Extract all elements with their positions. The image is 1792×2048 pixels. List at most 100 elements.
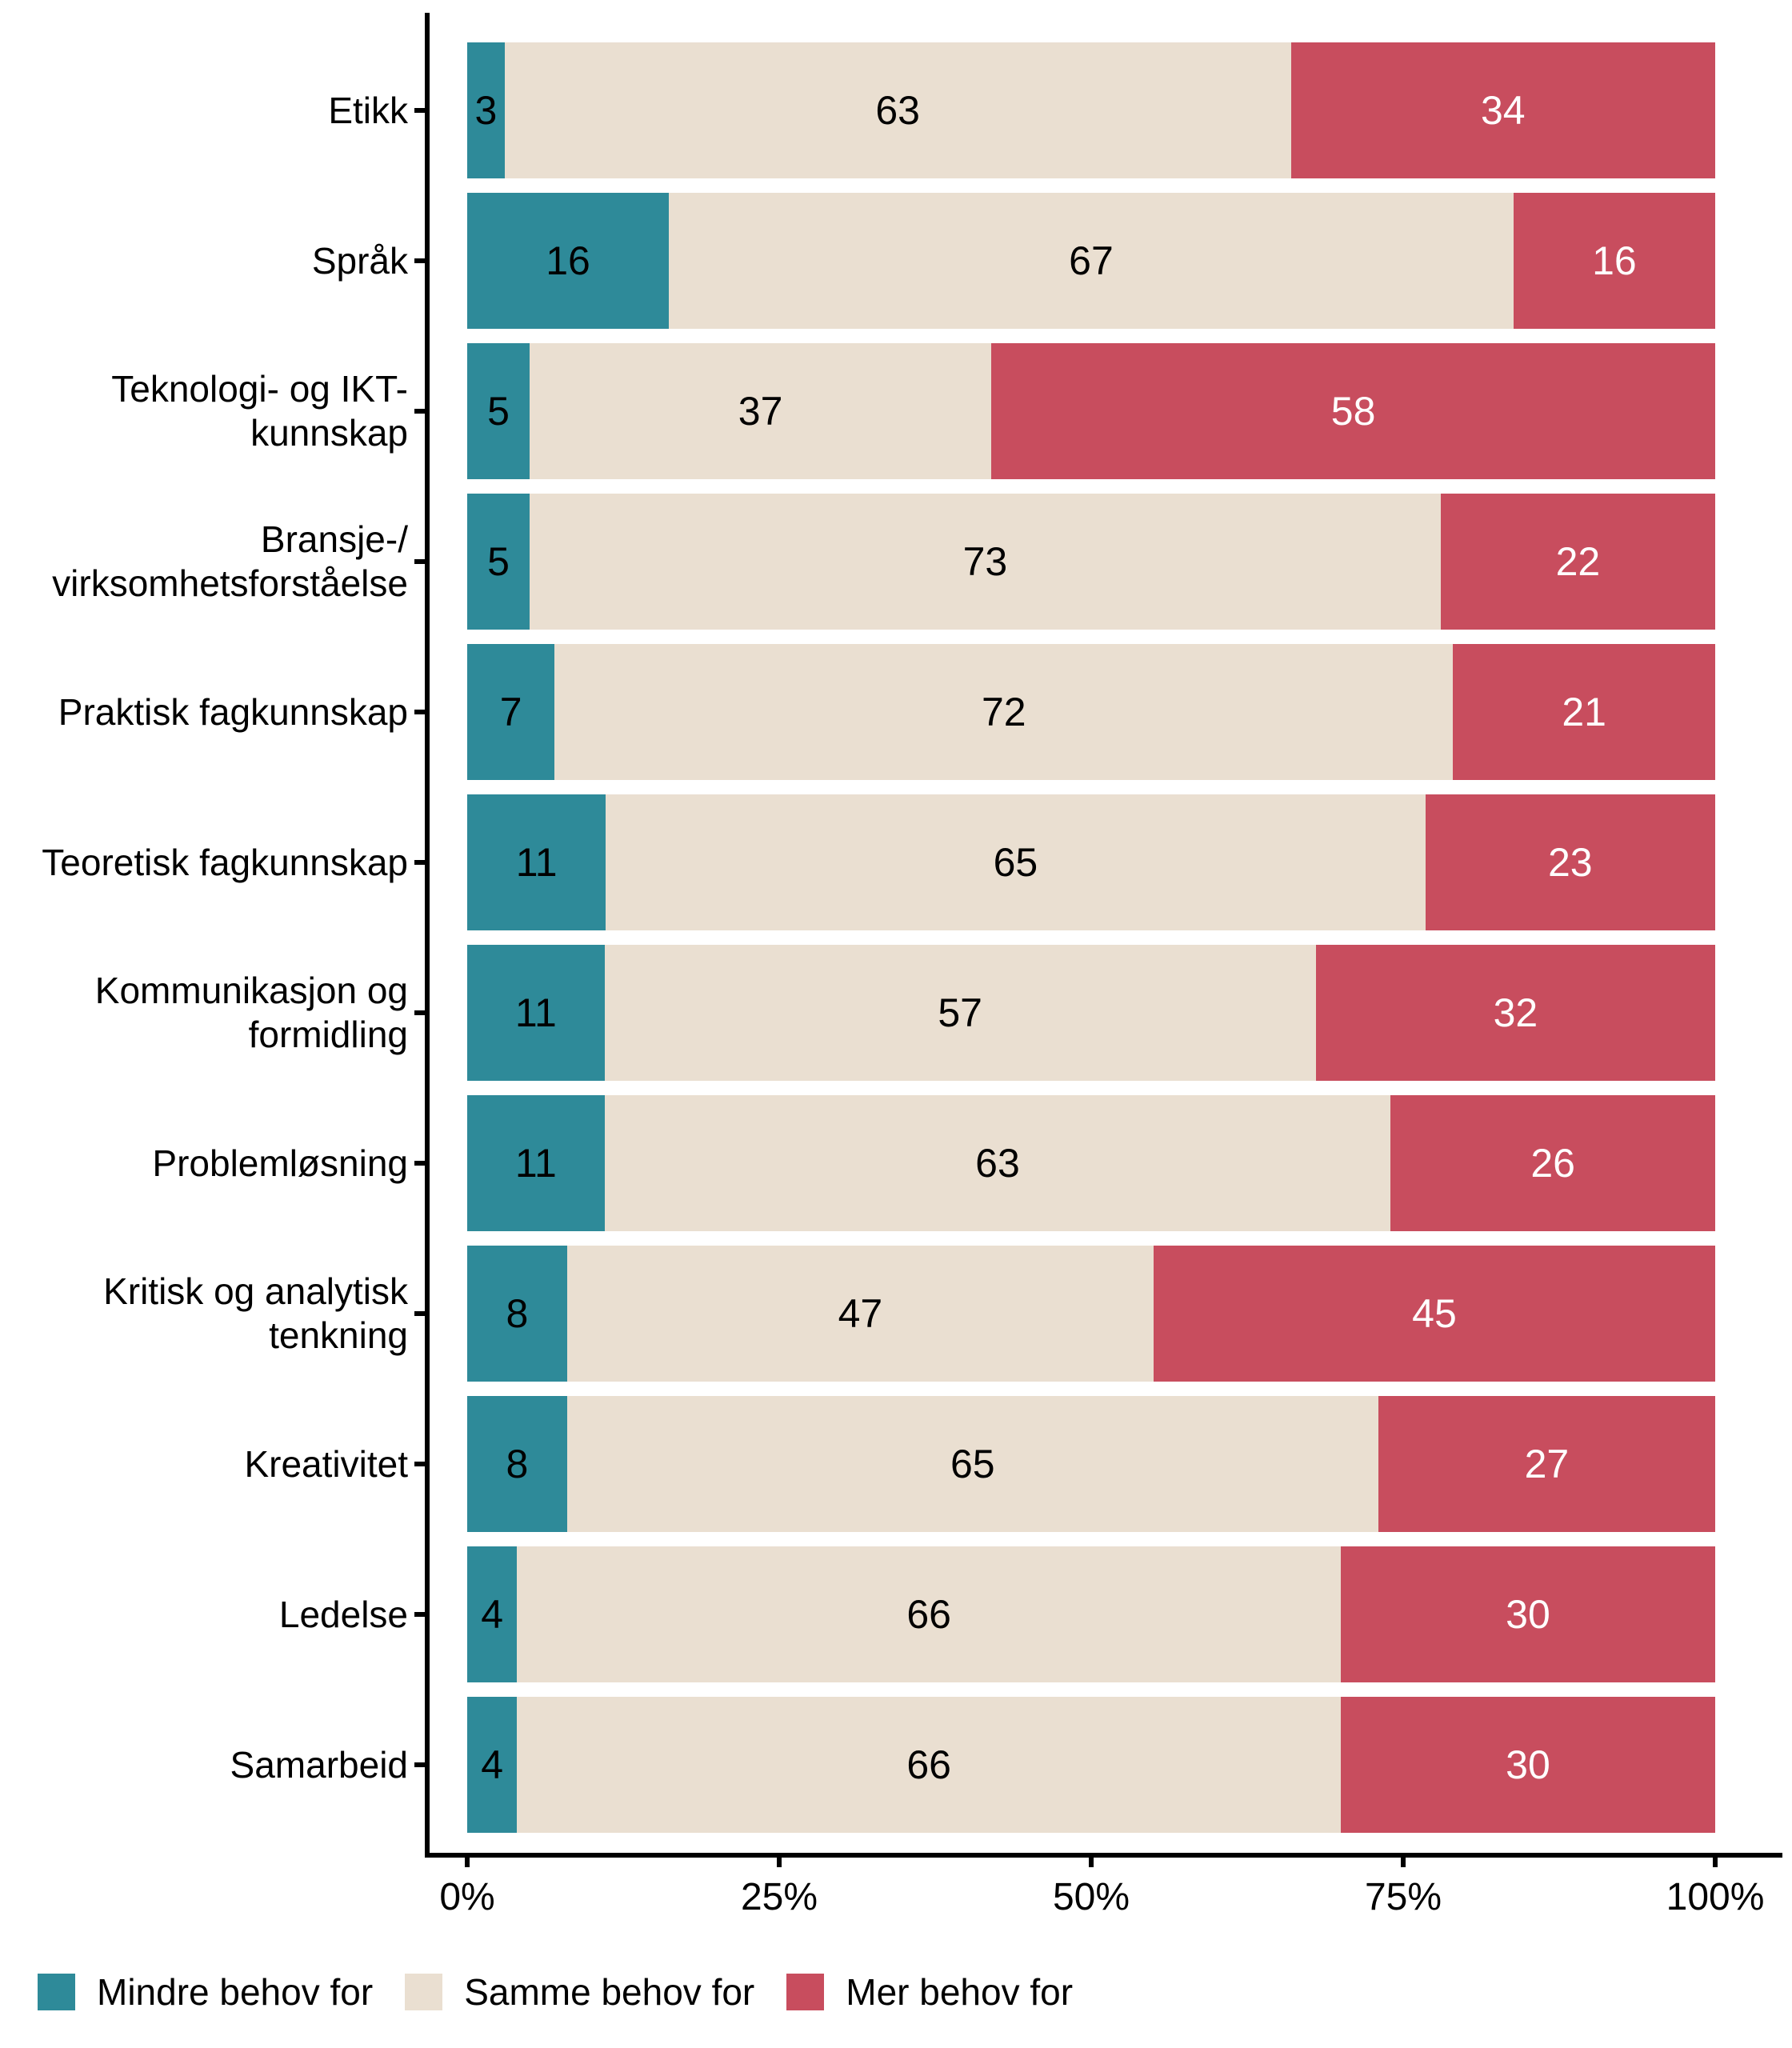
legend-swatch-samme-behov-for: [405, 1974, 443, 2010]
stacked-bar: 11 57 32: [467, 945, 1715, 1081]
bar-segment-mer-behov-for: 26: [1390, 1095, 1715, 1231]
segment-value-label: 16: [1592, 238, 1637, 283]
segment-value-label: 3: [474, 88, 498, 133]
bar-row: Teknologi- og IKT- kunnskap 5 37 58: [0, 343, 1792, 479]
bar-segment-mer-behov-for: 34: [1290, 42, 1715, 178]
x-axis-tick-mark: [1401, 1858, 1406, 1867]
segment-value-label: 58: [1330, 389, 1376, 434]
category-label: Språk: [311, 239, 408, 282]
segment-value-label: 21: [1562, 690, 1606, 734]
segment-value-label: 66: [906, 1742, 951, 1787]
stacked-bar: 5 37 58: [467, 343, 1715, 479]
category-label: Samarbeid: [230, 1743, 408, 1786]
x-axis-tick-mark: [465, 1858, 470, 1867]
category-label: Kommunikasjon og formidling: [94, 970, 408, 1055]
segment-value-label: 65: [950, 1442, 995, 1486]
segment-value-label: 8: [506, 1442, 529, 1486]
segment-value-label: 63: [875, 88, 920, 133]
x-axis-tick-label: 50%: [1052, 1876, 1130, 1918]
stacked-bar: 11 63 26: [467, 1095, 1715, 1231]
bar-segment-mindre-behov-for: 4: [467, 1697, 518, 1833]
bar-segment-mindre-behov-for: 8: [467, 1246, 567, 1382]
bar-segment-mindre-behov-for: 16: [467, 193, 670, 329]
category-label: Teknologi- og IKT- kunnskap: [111, 368, 408, 454]
legend-label: Mer behov for: [846, 1971, 1074, 2013]
bar-segment-mindre-behov-for: 8: [467, 1396, 567, 1532]
x-axis-tick-label: 25%: [740, 1876, 818, 1918]
y-axis-tick: [414, 1311, 425, 1316]
legend-item-mindre-behov-for: Mindre behov for: [38, 1970, 373, 2014]
segment-value-label: 16: [546, 238, 590, 283]
x-axis-line: [425, 1853, 1782, 1858]
y-axis-tick: [414, 1161, 425, 1166]
bar-segment-samme-behov-for: 63: [504, 42, 1291, 178]
segment-value-label: 32: [1493, 990, 1538, 1035]
segment-value-label: 4: [481, 1742, 504, 1787]
bar-row: Problemløsning 11 63 26: [0, 1095, 1792, 1231]
y-axis-tick: [414, 258, 425, 263]
bar-row: Bransje-/ virksomhetsforståelse 5 73 22: [0, 494, 1792, 630]
segment-value-label: 23: [1547, 840, 1593, 885]
y-axis-tick: [414, 108, 425, 113]
bar-segment-mindre-behov-for: 11: [467, 794, 606, 930]
y-axis-tick: [414, 710, 425, 714]
y-axis-tick: [414, 1010, 425, 1015]
bar-row: Kommunikasjon og formidling 11 57 32: [0, 945, 1792, 1081]
segment-value-label: 57: [938, 990, 982, 1035]
stacked-bar: 7 72 21: [467, 644, 1715, 780]
bar-segment-samme-behov-for: 63: [604, 1095, 1391, 1231]
segment-value-label: 37: [738, 389, 783, 434]
segment-value-label: 5: [487, 389, 510, 434]
segment-value-label: 45: [1412, 1291, 1457, 1336]
bar-segment-samme-behov-for: 67: [669, 193, 1514, 329]
stacked-bar: 11 65 23: [467, 794, 1715, 930]
bar-segment-samme-behov-for: 57: [604, 945, 1316, 1081]
bar-row: Språk 16 67 16: [0, 193, 1792, 329]
bar-segment-mer-behov-for: 22: [1440, 494, 1715, 630]
bar-row: Teoretisk fagkunnskap 11 65 23: [0, 794, 1792, 930]
bar-segment-mer-behov-for: 30: [1340, 1697, 1715, 1833]
segment-value-label: 22: [1555, 539, 1601, 584]
stacked-bar: 16 67 16: [467, 193, 1715, 329]
stacked-bar: 8 47 45: [467, 1246, 1715, 1382]
segment-value-label: 34: [1480, 88, 1526, 133]
legend-swatch-mer-behov-for: [786, 1974, 825, 2010]
legend: Mindre behov for Samme behov for Mer behov…: [38, 1968, 1073, 2016]
bar-segment-mer-behov-for: 58: [991, 343, 1715, 479]
bar-segment-mer-behov-for: 32: [1315, 945, 1715, 1081]
bar-segment-samme-behov-for: 37: [530, 343, 992, 479]
y-axis-tick: [414, 860, 425, 865]
bar-segment-samme-behov-for: 65: [606, 794, 1426, 930]
bar-segment-samme-behov-for: 66: [517, 1546, 1341, 1682]
x-axis-tick-label: 100%: [1666, 1876, 1765, 1918]
bar-segment-mindre-behov-for: 5: [467, 494, 530, 630]
bar-segment-samme-behov-for: 65: [566, 1396, 1378, 1532]
stacked-bar: 4 66 30: [467, 1697, 1715, 1833]
x-axis-tick-mark: [777, 1858, 782, 1867]
segment-value-label: 8: [506, 1291, 529, 1336]
y-axis-tick: [414, 559, 425, 564]
stacked-bar: 4 66 30: [467, 1546, 1715, 1682]
segment-value-label: 30: [1506, 1592, 1550, 1637]
x-axis-tick-mark: [1713, 1858, 1718, 1867]
bar-row: Etikk 3 63 34: [0, 42, 1792, 178]
bar-segment-mer-behov-for: 21: [1453, 644, 1715, 780]
bar-segment-samme-behov-for: 73: [530, 494, 1441, 630]
segment-value-label: 47: [838, 1291, 883, 1336]
y-axis-tick: [414, 1612, 425, 1617]
category-label: Praktisk fagkunnskap: [58, 690, 408, 733]
segment-value-label: 27: [1524, 1442, 1570, 1486]
category-label: Kreativitet: [244, 1442, 408, 1485]
bar-segment-samme-behov-for: 66: [517, 1697, 1341, 1833]
category-label: Teoretisk fagkunnskap: [42, 841, 408, 883]
bar-segment-mer-behov-for: 23: [1425, 794, 1715, 930]
legend-item-mer-behov-for: Mer behov for: [786, 1970, 1073, 2014]
y-axis-tick: [414, 1462, 425, 1466]
stacked-bar: 3 63 34: [467, 42, 1715, 178]
segment-value-label: 72: [981, 690, 1026, 734]
segment-value-label: 4: [481, 1592, 504, 1637]
category-label: Etikk: [328, 89, 408, 131]
category-label: Bransje-/ virksomhetsforståelse: [52, 518, 408, 604]
bar-segment-mindre-behov-for: 4: [467, 1546, 518, 1682]
category-label: Problemløsning: [152, 1142, 408, 1184]
